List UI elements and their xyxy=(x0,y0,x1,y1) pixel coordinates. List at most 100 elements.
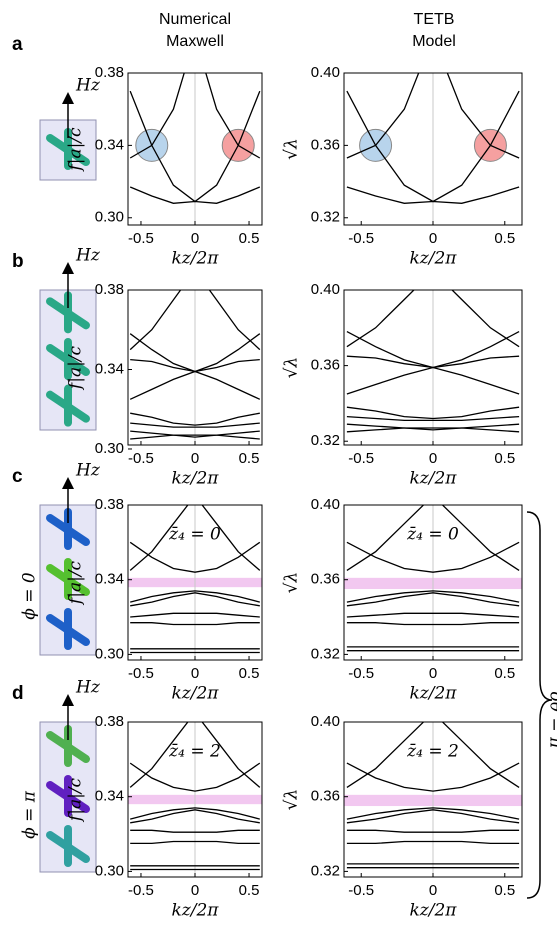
y-tick-label: 0.38 xyxy=(95,64,124,81)
band-line xyxy=(130,434,260,440)
band-line xyxy=(346,423,520,431)
y-tick-label: 0.32 xyxy=(311,862,340,879)
x-tick-label: 0 xyxy=(191,665,199,682)
band-line xyxy=(129,73,261,159)
band-line xyxy=(129,505,261,571)
side-label: ϕ = 0 xyxy=(20,572,40,620)
x-tick-label: 0 xyxy=(191,450,199,467)
column-title: Numerical xyxy=(159,11,231,28)
crystal-icon xyxy=(39,721,97,873)
y-tick-label: 0.38 xyxy=(95,496,124,513)
y-axis-label: √λ xyxy=(282,357,302,379)
band-line xyxy=(130,430,260,438)
annotation: z̄₄ = 0 xyxy=(406,525,459,545)
x-tick-label: 0 xyxy=(429,665,437,682)
y-tick-label: 0.38 xyxy=(95,281,124,298)
band-line xyxy=(346,840,520,845)
y-axis-label: f|a|/c xyxy=(66,560,86,606)
x-tick-label: -0.5 xyxy=(128,665,154,682)
x-tick-label: 0 xyxy=(429,230,437,247)
plot-area xyxy=(346,290,520,445)
x-tick-label: -0.5 xyxy=(348,665,374,682)
y-tick-label: 0.34 xyxy=(95,136,124,153)
band-line xyxy=(346,541,520,573)
y-tick-label: 0.32 xyxy=(311,432,340,449)
panel-label: a xyxy=(12,34,23,55)
x-axis-label: kz/2π xyxy=(410,249,458,269)
field-label: Hz xyxy=(75,678,101,698)
band-line xyxy=(346,505,520,571)
y-axis-label: √λ xyxy=(282,789,302,811)
y-tick-label: 0.30 xyxy=(95,440,124,457)
band-line xyxy=(130,412,260,426)
y-axis-label: f|a|/c xyxy=(66,127,86,173)
y-tick-label: 0.36 xyxy=(311,136,340,153)
band-line xyxy=(346,415,520,422)
x-tick-label: 0 xyxy=(429,882,437,899)
x-tick-label: -0.5 xyxy=(128,450,154,467)
band-line xyxy=(346,762,520,792)
annotation: z̄₄ = 0 xyxy=(168,525,221,545)
y-tick-label: 0.32 xyxy=(311,645,340,662)
band-line xyxy=(130,612,260,618)
band-line xyxy=(129,333,261,373)
x-tick-label: 0.5 xyxy=(494,450,515,467)
band-line xyxy=(130,807,260,820)
brace-label: δθ = π xyxy=(546,692,557,750)
band-line xyxy=(346,809,520,824)
x-tick-label: 0.5 xyxy=(239,450,260,467)
band-line xyxy=(130,590,260,603)
band-line xyxy=(130,809,260,824)
y-axis-label: f|a|/c xyxy=(66,777,86,823)
y-tick-label: 0.38 xyxy=(95,713,124,730)
y-tick-label: 0.36 xyxy=(311,357,340,374)
x-tick-label: 0 xyxy=(191,882,199,899)
band-line xyxy=(346,73,520,159)
field-label: Hz xyxy=(75,76,101,96)
x-axis-label: kz/2π xyxy=(172,469,220,489)
x-axis-label: kz/2π xyxy=(172,249,220,269)
column-title: Maxwell xyxy=(166,33,224,50)
panel-label: d xyxy=(12,683,24,704)
y-tick-label: 0.40 xyxy=(311,496,340,513)
field-label: Hz xyxy=(75,246,101,266)
x-tick-label: -0.5 xyxy=(348,230,374,247)
x-tick-label: 0.5 xyxy=(239,665,260,682)
x-axis-label: kz/2π xyxy=(410,469,458,489)
band-line xyxy=(346,807,520,820)
x-tick-label: -0.5 xyxy=(348,450,374,467)
band-line xyxy=(346,290,520,348)
x-tick-label: 0.5 xyxy=(239,882,260,899)
y-tick-label: 0.32 xyxy=(311,209,340,226)
x-tick-label: 0 xyxy=(191,230,199,247)
crystal-icon xyxy=(39,504,97,656)
band-line xyxy=(346,612,520,618)
plot-area xyxy=(129,73,261,225)
band-line xyxy=(346,406,520,420)
band-line xyxy=(129,722,261,788)
y-tick-label: 0.34 xyxy=(95,788,124,805)
y-tick-label: 0.36 xyxy=(311,571,340,588)
y-tick-label: 0.36 xyxy=(311,788,340,805)
x-axis-label: kz/2π xyxy=(410,684,458,704)
x-tick-label: 0.5 xyxy=(494,230,515,247)
band-line xyxy=(346,331,520,369)
y-tick-label: 0.30 xyxy=(95,209,124,226)
band-line xyxy=(129,541,261,573)
panel-label: b xyxy=(12,251,24,272)
band-line xyxy=(346,590,520,603)
y-tick-label: 0.30 xyxy=(95,862,124,879)
y-axis-label: √λ xyxy=(282,138,302,160)
y-tick-label: 0.40 xyxy=(311,64,340,81)
y-axis-label: √λ xyxy=(282,572,302,594)
plot-area xyxy=(344,505,522,660)
band-line xyxy=(130,840,260,845)
band-line xyxy=(130,829,260,833)
plot-area xyxy=(346,73,520,225)
panel-label: c xyxy=(12,466,23,487)
band-line xyxy=(346,622,520,626)
y-axis-label: f|a|/c xyxy=(66,345,86,391)
y-tick-label: 0.40 xyxy=(311,713,340,730)
brace xyxy=(526,511,553,899)
